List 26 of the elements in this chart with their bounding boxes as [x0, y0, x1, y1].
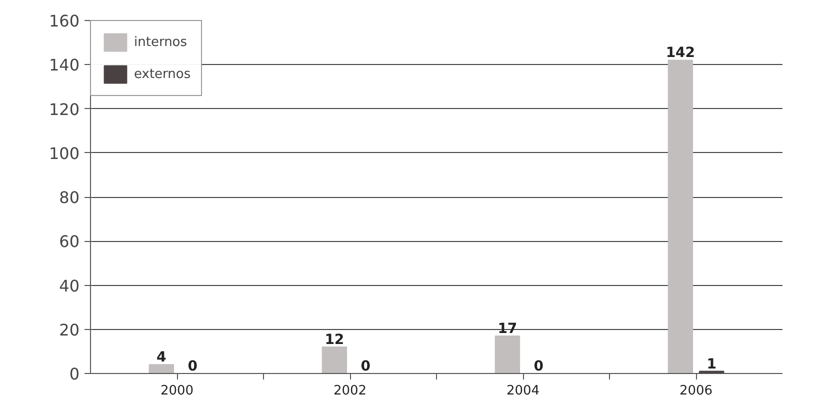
bar [322, 346, 348, 374]
y-tick-label: 120 [48, 100, 80, 119]
data-label: 142 [666, 45, 696, 62]
bar [148, 364, 174, 374]
y-tick-label: 160 [48, 12, 80, 30]
x-tick-label: 2000 [160, 384, 194, 398]
data-label: 1 [706, 356, 716, 372]
data-label: 0 [188, 358, 198, 374]
bar [668, 60, 694, 374]
x-tick-label: 2004 [506, 384, 540, 398]
bar [494, 335, 520, 374]
y-tick-label: 20 [59, 320, 80, 340]
data-label: 0 [360, 358, 371, 374]
legend-label: externos [134, 66, 191, 82]
legend-label: internos [134, 34, 188, 50]
y-tick-label: 40 [59, 276, 80, 296]
x-tick-label: 2006 [679, 384, 713, 398]
y-tick-label: 0 [69, 364, 80, 384]
y-tick-label: 100 [48, 144, 80, 163]
data-label: 4 [156, 350, 167, 366]
data-label: 12 [324, 332, 344, 348]
y-tick-label: 140 [48, 56, 80, 75]
data-label: 0 [534, 358, 544, 374]
y-tick-label: 60 [59, 232, 80, 252]
x-tick-label: 2002 [333, 384, 367, 398]
y-tick-label: 80 [59, 188, 80, 207]
